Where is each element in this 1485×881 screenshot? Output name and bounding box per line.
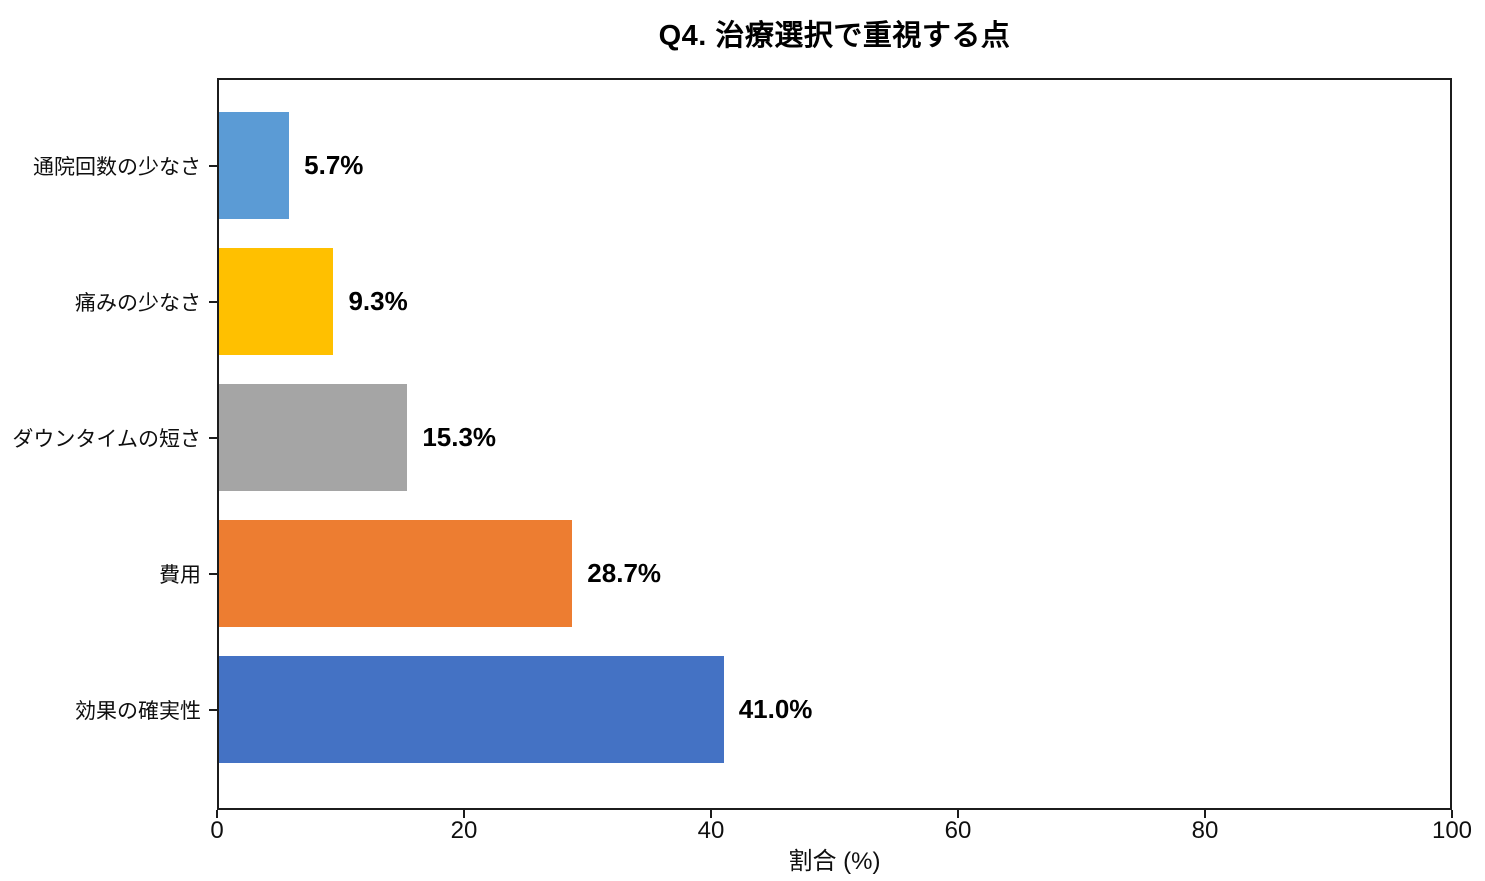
bar-3 [219, 384, 408, 491]
value-label: 28.7% [587, 558, 662, 588]
category-label: 効果の確実性 [75, 699, 201, 723]
chart-title: Q4. 治療選択で重視する点 [658, 20, 1011, 52]
y-axis-tick [209, 436, 217, 439]
bar-2 [219, 248, 334, 355]
x-axis-tick [216, 810, 218, 818]
category-label: 通院回数の少なさ [33, 155, 201, 179]
x-tick-label: 40 [697, 817, 725, 844]
value-label: 5.7% [304, 150, 364, 180]
x-axis-tick [710, 810, 712, 818]
x-tick-label: 80 [1191, 817, 1219, 844]
x-axis-label: 割合 (%) [788, 848, 881, 875]
x-axis-tick [957, 810, 959, 818]
x-tick-label: 100 [1431, 817, 1473, 844]
value-label: 15.3% [422, 422, 497, 452]
x-axis-tick [1451, 810, 1453, 818]
x-tick-label: 20 [450, 817, 478, 844]
bar-4 [219, 520, 573, 627]
y-axis-tick [209, 300, 217, 303]
category-label: 費用 [159, 563, 201, 587]
category-label: 痛みの少なさ [75, 291, 201, 315]
bar-5 [219, 656, 724, 763]
x-axis-tick [463, 810, 465, 818]
x-axis-tick [1204, 810, 1206, 818]
y-axis-tick [209, 708, 217, 711]
y-axis-tick [209, 572, 217, 575]
x-tick-label: 0 [210, 817, 224, 844]
bar-1 [219, 112, 290, 219]
y-axis-tick [209, 164, 217, 167]
x-tick-label: 60 [944, 817, 972, 844]
value-label: 9.3% [348, 286, 408, 316]
value-label: 41.0% [738, 694, 813, 724]
category-label: ダウンタイムの短さ [12, 427, 201, 451]
plot-area [217, 78, 1452, 810]
